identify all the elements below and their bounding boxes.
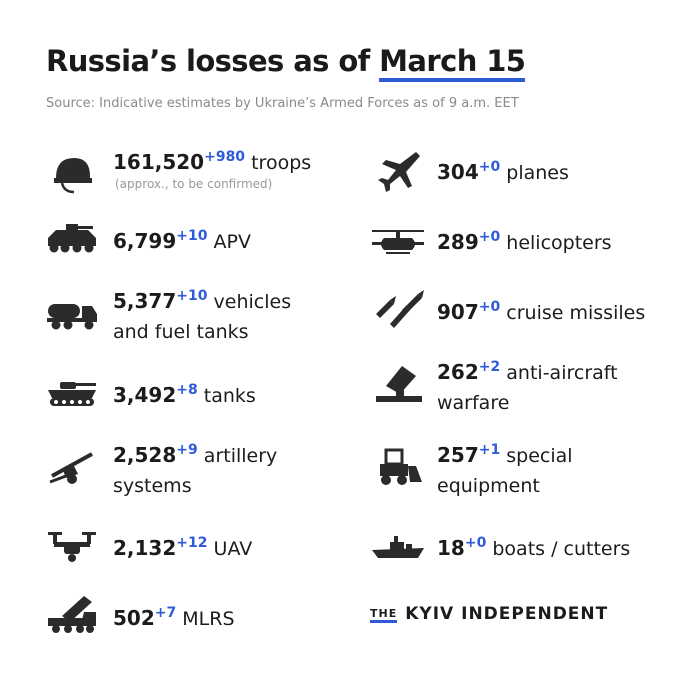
- tanks-delta: +8: [176, 382, 198, 398]
- artillery-value: 2,528: [113, 443, 177, 467]
- tanks-value: 3,492: [113, 383, 177, 407]
- vehicles-delta: +10: [176, 288, 208, 304]
- boats-value: 18: [437, 536, 465, 560]
- page-title: Russia’s losses as of March 15: [46, 44, 526, 82]
- anti-aircraft-label: anti-aircraft: [506, 362, 618, 384]
- apv-value: 6,799: [113, 229, 177, 253]
- missiles-label: cruise missiles: [506, 302, 646, 324]
- title-date: March 15: [379, 44, 526, 82]
- special-delta: +1: [478, 442, 501, 458]
- uav-delta: +12: [176, 535, 208, 551]
- tanks-label: tanks: [203, 385, 256, 407]
- helicopters-delta: +0: [478, 229, 501, 245]
- planes-value: 304: [437, 160, 479, 184]
- troops-note: (approx., to be confirmed): [115, 177, 273, 191]
- vehicles-label-2: and fuel tanks: [113, 321, 249, 343]
- apv-icon: [44, 218, 100, 262]
- boat-icon: [370, 526, 426, 570]
- artillery-icon: [44, 446, 100, 490]
- missiles-value: 907: [437, 300, 479, 324]
- brand-the: THE: [370, 607, 398, 623]
- planes-label: planes: [506, 162, 569, 184]
- special-label-2: equipment: [437, 475, 540, 497]
- uav-label: UAV: [213, 538, 253, 560]
- vehicles-value: 5,377: [113, 289, 177, 313]
- title-prefix: Russia’s losses as of: [46, 44, 380, 78]
- mlrs-icon: [44, 594, 100, 638]
- anti-aircraft-delta: +2: [478, 359, 501, 375]
- artillery-label-2: systems: [113, 475, 192, 497]
- helicopters-label: helicopters: [506, 232, 612, 254]
- artillery-delta: +9: [176, 442, 198, 458]
- mlrs-label: MLRS: [182, 608, 235, 630]
- brand-logo: THE KYIV INDEPENDENT: [370, 604, 608, 624]
- artillery-label: artillery: [203, 445, 278, 467]
- special-label: special: [506, 445, 573, 467]
- special-value: 257: [437, 443, 479, 467]
- apv-delta: +10: [176, 228, 208, 244]
- anti-aircraft-icon: [372, 362, 428, 406]
- planes-delta: +0: [478, 159, 501, 175]
- missiles-delta: +0: [478, 299, 501, 315]
- drone-icon: [44, 526, 100, 570]
- brand-name: KYIV INDEPENDENT: [405, 604, 609, 624]
- helicopters-value: 289: [437, 230, 479, 254]
- vehicles-label: vehicles: [213, 291, 292, 313]
- troops-delta: +980: [204, 149, 246, 165]
- mlrs-value: 502: [113, 606, 155, 630]
- anti-aircraft-label-2: warfare: [437, 392, 510, 414]
- bulldozer-icon: [372, 446, 428, 490]
- anti-aircraft-value: 262: [437, 360, 479, 384]
- boats-label: boats / cutters: [492, 538, 631, 560]
- missiles-icon: [372, 288, 428, 332]
- fuel-truck-icon: [44, 292, 100, 336]
- plane-icon: [372, 150, 428, 194]
- mlrs-delta: +7: [154, 605, 177, 621]
- troops-label: troops: [251, 152, 312, 174]
- troops-value: 161,520: [113, 150, 205, 174]
- source-note: Source: Indicative estimates by Ukraine’…: [46, 96, 519, 111]
- helmet-icon: [46, 150, 102, 194]
- apv-label: APV: [213, 231, 251, 253]
- helicopter-icon: [370, 222, 426, 266]
- uav-value: 2,132: [113, 536, 177, 560]
- boats-delta: +0: [464, 535, 487, 551]
- tank-icon: [44, 372, 100, 416]
